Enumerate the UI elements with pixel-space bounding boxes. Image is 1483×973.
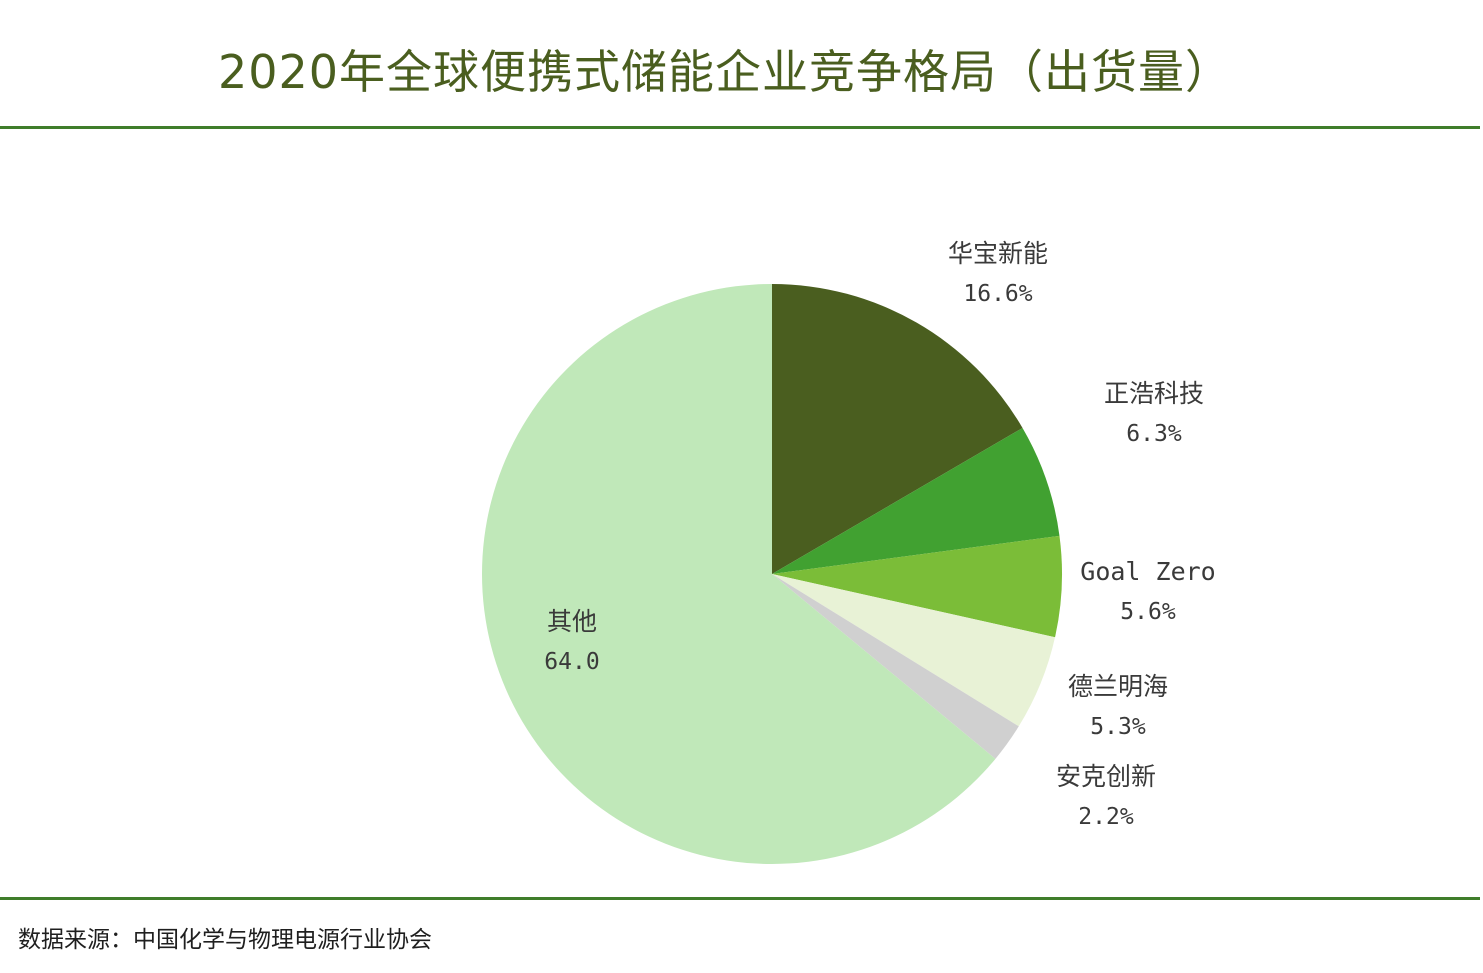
footer-divider	[0, 897, 1480, 900]
data-source-note: 数据来源：中国化学与物理电源行业协会	[18, 927, 432, 953]
pie-slice-1	[772, 427, 1060, 574]
pie-slice-0	[772, 284, 1023, 574]
slice-value-4: 2.2%	[1078, 804, 1134, 830]
pie-slice-4	[772, 574, 1019, 759]
pie-slice-2	[772, 535, 1063, 638]
slice-value-5: 64.0	[544, 649, 599, 675]
slice-label-0: 华宝新能	[948, 239, 1048, 268]
slice-value-1: 6.3%	[1126, 421, 1182, 447]
slice-value-0: 16.6%	[963, 281, 1032, 307]
title-divider	[0, 126, 1480, 129]
pie-slice-5	[481, 284, 996, 864]
slice-label-5: 其他	[547, 607, 597, 636]
slice-value-3: 5.3%	[1090, 714, 1146, 740]
slice-label-3: 德兰明海	[1068, 672, 1168, 701]
slice-label-2: Goal Zero	[1080, 557, 1215, 586]
slice-value-2: 5.6%	[1120, 599, 1176, 625]
slice-label-1: 正浩科技	[1104, 379, 1204, 408]
chart-title: 2020年全球便携式储能企业竞争格局（出货量）	[217, 45, 1233, 99]
slice-label-4: 安克创新	[1056, 762, 1156, 791]
pie-slice-3	[772, 574, 1056, 727]
